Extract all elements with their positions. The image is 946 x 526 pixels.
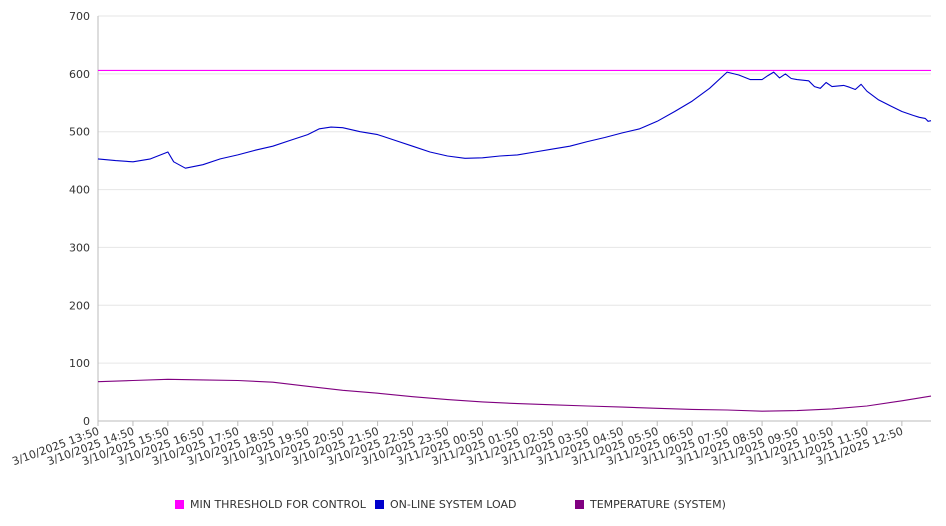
legend-swatch-temperature xyxy=(575,500,584,509)
legend-item-min-threshold[interactable]: MIN THRESHOLD FOR CONTROL xyxy=(175,498,366,511)
y-axis: 0 100 200 300 400 500 600 700 xyxy=(69,10,99,428)
series-line-temperature xyxy=(97,378,932,412)
legend-label-temperature: TEMPERATURE (SYSTEM) xyxy=(590,498,726,511)
plot-area xyxy=(97,69,932,412)
grid xyxy=(98,15,931,422)
y-tick-label: 500 xyxy=(69,126,90,139)
legend-swatch-min-threshold xyxy=(175,500,184,509)
legend-item-temperature[interactable]: TEMPERATURE (SYSTEM) xyxy=(575,498,726,511)
series-line-system-load xyxy=(97,71,932,169)
x-axis: 3/10/2025 13:503/10/2025 14:503/10/2025 … xyxy=(10,420,931,468)
y-tick-label: 300 xyxy=(69,241,90,254)
legend-swatch-system-load xyxy=(375,500,384,509)
y-tick-label: 600 xyxy=(69,68,90,81)
legend: MIN THRESHOLD FOR CONTROL ON-LINE SYSTEM… xyxy=(0,498,946,514)
legend-item-system-load[interactable]: ON-LINE SYSTEM LOAD xyxy=(375,498,516,511)
y-tick-label: 200 xyxy=(69,299,90,312)
y-tick-label: 700 xyxy=(69,10,90,23)
y-tick-label: 0 xyxy=(83,415,90,428)
y-tick-label: 400 xyxy=(69,184,90,197)
y-tick-label: 100 xyxy=(69,357,90,370)
legend-label-system-load: ON-LINE SYSTEM LOAD xyxy=(390,498,517,511)
legend-label-min-threshold: MIN THRESHOLD FOR CONTROL xyxy=(190,498,366,511)
